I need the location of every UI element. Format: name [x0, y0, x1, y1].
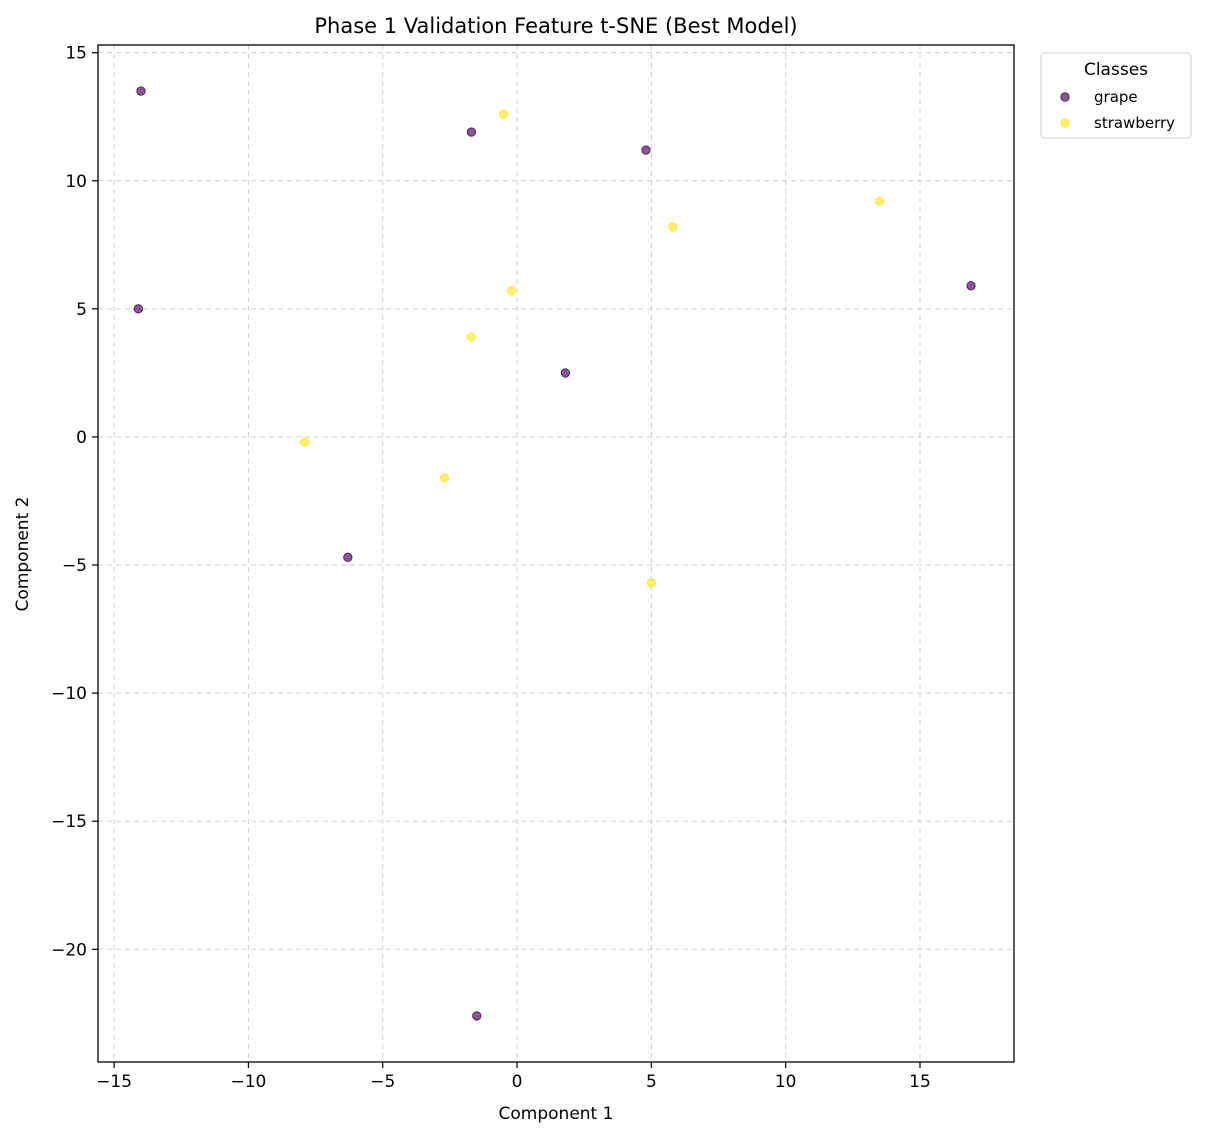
axis-ticks: −15 −10 −5 0 5 10 15 −20 −15 −10 −5 0 5 10 15 [51, 44, 931, 1092]
point-strawberry [466, 332, 477, 342]
x-tick-label: −5 [370, 1072, 395, 1092]
x-tick-label: 5 [646, 1072, 657, 1092]
y-tick-label: 10 [65, 172, 87, 192]
legend-label-strawberry: strawberry [1094, 114, 1175, 132]
y-tick-label: −15 [51, 812, 87, 832]
legend-label-grape: grape [1094, 88, 1138, 106]
point-grape [641, 145, 651, 155]
legend-box [1040, 52, 1192, 139]
x-tick-label: −10 [230, 1072, 266, 1092]
point-grape [343, 552, 353, 563]
point-grape [560, 368, 571, 378]
y-tick-label: 15 [65, 44, 87, 64]
y-tick-label: −5 [62, 556, 87, 576]
data-points [133, 86, 976, 1021]
y-axis-title: Component 2 [13, 497, 33, 612]
point-strawberry [300, 437, 310, 447]
x-axis-title: Component 1 [499, 1104, 614, 1124]
legend-marker-strawberry [1060, 118, 1070, 128]
x-tick-label: 10 [775, 1072, 797, 1092]
point-grape [133, 304, 143, 314]
y-tick-label: 5 [76, 300, 87, 320]
point-strawberry [874, 196, 885, 206]
point-strawberry [498, 109, 509, 119]
y-tick-label: −10 [51, 684, 87, 704]
legend-title: Classes [1084, 60, 1148, 80]
chart-title: Phase 1 Validation Feature t-SNE (Best M… [314, 14, 797, 38]
point-grape [472, 1011, 482, 1021]
y-tick-label: −20 [51, 940, 87, 960]
x-tick-label: 15 [909, 1072, 931, 1092]
point-strawberry [439, 473, 450, 483]
point-strawberry [668, 222, 678, 232]
x-tick-label: 0 [512, 1072, 523, 1092]
point-strawberry [506, 286, 517, 296]
plot-frame [97, 44, 1015, 1063]
y-tick-label: 0 [76, 428, 87, 448]
point-grape [966, 281, 976, 291]
legend-marker-grape [1060, 92, 1070, 102]
point-strawberry [646, 578, 657, 588]
point-grape [136, 86, 146, 96]
point-grape [466, 127, 477, 137]
grid [98, 45, 1014, 1062]
legend: Classes grape strawberry [1040, 52, 1192, 139]
x-tick-label: −15 [96, 1072, 132, 1092]
